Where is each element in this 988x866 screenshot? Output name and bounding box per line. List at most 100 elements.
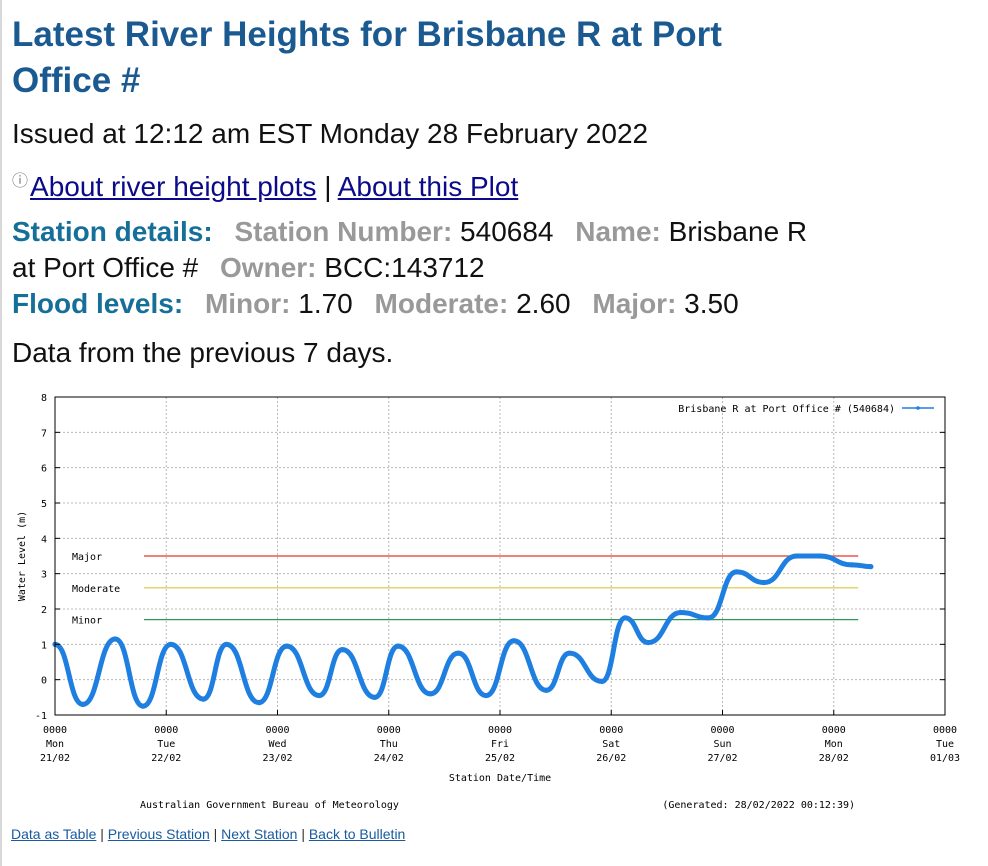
- moderate-label: Moderate:: [374, 288, 509, 319]
- data-point: [705, 615, 712, 621]
- data-point: [395, 643, 401, 649]
- about-this-plot-link[interactable]: About this Plot: [337, 171, 519, 202]
- data-point: [168, 641, 174, 647]
- station-number: 540684: [460, 216, 554, 247]
- station-name-label: Name:: [575, 216, 661, 247]
- y-axis-label: Water Level (m): [17, 511, 28, 601]
- x-tick-label: 0000: [599, 725, 623, 736]
- threshold-label-moderate: Moderate: [72, 584, 120, 595]
- x-tick-label: 0000: [933, 725, 957, 736]
- data-point: [645, 639, 651, 646]
- threshold-label-minor: Minor: [72, 616, 102, 627]
- y-tick-label: -1: [35, 711, 47, 722]
- y-tick-label: 5: [41, 499, 47, 510]
- data-point: [511, 638, 517, 644]
- x-tick-label: 0000: [822, 725, 846, 736]
- help-links: ⓘAbout river height plots | About this P…: [12, 167, 518, 203]
- about-river-height-plots-link[interactable]: About river height plots: [30, 171, 317, 202]
- chart-legend: Brisbane R at Port Office # (540684): [678, 404, 934, 415]
- data-point: [372, 694, 378, 700]
- data-point: [427, 691, 434, 697]
- station-owner-label: Owner:: [220, 252, 317, 283]
- moderate-value: 2.60: [516, 288, 571, 319]
- x-tick-label: Tue: [936, 739, 954, 750]
- data-point: [849, 562, 855, 568]
- y-tick-label: 6: [41, 464, 47, 475]
- y-tick-label: 8: [41, 393, 47, 404]
- station-name: Brisbane R at Port Office #: [12, 216, 808, 283]
- data-point: [112, 636, 118, 642]
- y-axis-ticks: -1 0 1 2 3 4 5 6 7 8: [35, 393, 945, 722]
- issued-timestamp: Issued at 12:12 am EST Monday 28 Februar…: [12, 118, 649, 149]
- x-axis-label: Station Date/Time: [449, 773, 551, 784]
- flood-threshold-lines: Major Moderate Minor: [72, 552, 859, 627]
- chart-generated: (Generated: 28/02/2022 00:12:39): [662, 800, 855, 811]
- y-tick-label: 3: [41, 570, 47, 581]
- data-point: [543, 687, 549, 693]
- x-tick-label: 0000: [377, 725, 401, 736]
- x-tick-label: 01/03: [930, 753, 960, 764]
- x-tick-label: 28/02: [819, 753, 849, 764]
- y-tick-label: 7: [41, 428, 47, 439]
- data-point: [223, 641, 230, 647]
- x-tick-label: 24/02: [374, 753, 404, 764]
- data-point: [256, 700, 262, 706]
- link-separator: |: [324, 171, 332, 202]
- station-owner: BCC:143712: [324, 252, 485, 283]
- footer-nav: Data as Table | Previous Station | Next …: [11, 826, 405, 842]
- x-tick-label: Mon: [46, 739, 64, 750]
- data-point: [817, 553, 823, 559]
- y-tick-label: 0: [41, 676, 47, 687]
- x-tick-label: 0000: [488, 725, 512, 736]
- data-point: [455, 650, 461, 656]
- data-point: [339, 647, 345, 653]
- page-title: Latest River Heights for Brisbane R at P…: [12, 15, 722, 100]
- legend-series-name: Brisbane R at Port Office # (540684): [678, 404, 895, 415]
- x-tick-label: 0000: [154, 725, 178, 736]
- flood-levels-heading: Flood levels:: [12, 288, 184, 319]
- footer-separator: |: [301, 826, 305, 842]
- chart-series: [52, 553, 874, 709]
- chart-credit: Australian Government Bureau of Meteorol…: [140, 800, 399, 811]
- x-tick-label: Tue: [157, 739, 175, 750]
- page-left-border: [0, 0, 2, 866]
- threshold-label-major: Major: [72, 552, 102, 563]
- major-label: Major:: [592, 288, 677, 319]
- data-point: [80, 701, 86, 708]
- data-point: [794, 553, 800, 559]
- x-tick-label: 21/02: [40, 753, 70, 764]
- info-icon: ⓘ: [12, 173, 29, 190]
- major-value: 3.50: [684, 288, 739, 319]
- back-to-bulletin-link[interactable]: Back to Bulletin: [308, 826, 406, 842]
- legend-swatch-marker: [916, 406, 920, 410]
- river-height-chart: Major Moderate Minor -1 0 1 2 3 4 5 6 7 8 0000 Mon 21…: [17, 393, 960, 811]
- x-tick-label: Mon: [825, 739, 843, 750]
- minor-value: 1.70: [298, 288, 353, 319]
- x-tick-label: 0000: [265, 725, 289, 736]
- x-tick-label: 23/02: [262, 753, 292, 764]
- footer-separator: |: [100, 826, 104, 842]
- x-tick-label: Fri: [491, 739, 509, 750]
- y-tick-label: 2: [41, 605, 47, 616]
- data-point: [284, 643, 290, 649]
- x-axis-ticks: 0000 Mon 21/02 0000 Tue 22/02 0000 Wed 23/02 0000…: [40, 710, 960, 764]
- data-point: [566, 650, 573, 656]
- station-details-heading: Station details:: [12, 216, 213, 247]
- x-tick-label: 0000: [710, 725, 734, 736]
- data-point: [733, 569, 740, 575]
- x-tick-label: Sat: [602, 739, 620, 750]
- data-period-note: Data from the previous 7 days.: [12, 337, 394, 368]
- previous-station-link[interactable]: Previous Station: [107, 826, 210, 842]
- next-station-link[interactable]: Next Station: [221, 826, 298, 842]
- station-details: Station details: Station Number: 540684 …: [12, 214, 832, 322]
- data-point: [761, 579, 767, 586]
- data-point: [622, 615, 628, 621]
- data-as-table-link[interactable]: Data as Table: [11, 826, 97, 842]
- data-point: [483, 692, 489, 699]
- data-point: [140, 703, 146, 709]
- x-tick-label: Wed: [268, 739, 286, 750]
- data-point: [316, 692, 322, 699]
- x-tick-label: 25/02: [485, 753, 515, 764]
- series-line-0: [52, 553, 874, 709]
- minor-label: Minor:: [204, 288, 291, 319]
